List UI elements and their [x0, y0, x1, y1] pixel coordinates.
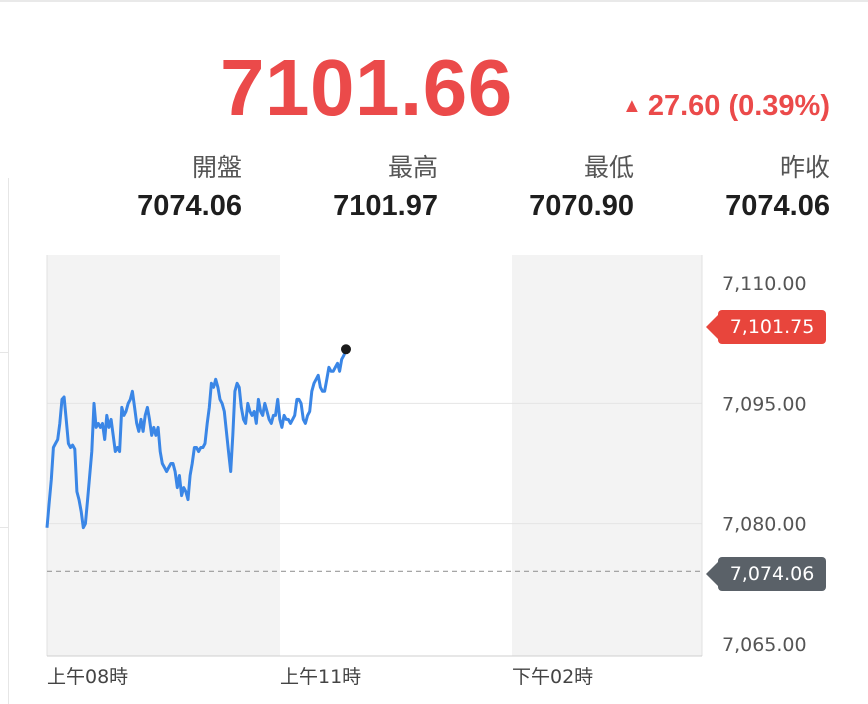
top-divider — [0, 0, 868, 2]
y-tick-label: 7,080.00 — [722, 514, 807, 536]
x-tick-label: 下午02時 — [512, 666, 593, 688]
stat-open: 開盤 7074.06 — [42, 152, 242, 224]
stat-value: 7070.90 — [529, 190, 634, 222]
stat-label: 最高 — [387, 153, 438, 182]
previous-close-tag: 7,074.06 — [706, 557, 826, 591]
stat-value: 7074.06 — [137, 190, 242, 222]
y-tick-label: 7,095.00 — [722, 393, 807, 415]
x-tick-label: 上午11時 — [280, 666, 361, 688]
stat-label: 昨收 — [779, 153, 830, 182]
y-tick-label: 7,110.00 — [722, 273, 807, 295]
stat-value: 7101.97 — [333, 190, 438, 222]
price-line — [45, 348, 348, 530]
current-price: 7101.66 — [220, 43, 513, 132]
stat-label: 開盤 — [191, 153, 242, 182]
stat-value: 7074.06 — [725, 190, 830, 222]
stat-label: 最低 — [583, 153, 634, 182]
change-value: 27.60 (0.39%) — [647, 90, 830, 122]
current-value-tag: 7,101.75 — [706, 310, 826, 344]
left-panel-divider — [0, 352, 8, 353]
stat-prev-close: 昨收 7074.06 — [630, 152, 830, 224]
session-band — [512, 255, 702, 656]
y-tick-label: 7,065.00 — [722, 634, 807, 656]
left-panel-divider — [0, 527, 8, 528]
left-panel-edge — [0, 178, 9, 704]
x-tick-label: 上午08時 — [47, 666, 128, 688]
session-band — [47, 255, 280, 656]
stat-low: 最低 7070.90 — [434, 152, 634, 224]
stat-high: 最高 7101.97 — [238, 152, 438, 224]
up-arrow-icon: ▲ — [622, 95, 642, 117]
price-change: ▲ 27.60 (0.39%) — [622, 88, 830, 124]
last-price-dot — [341, 344, 351, 355]
